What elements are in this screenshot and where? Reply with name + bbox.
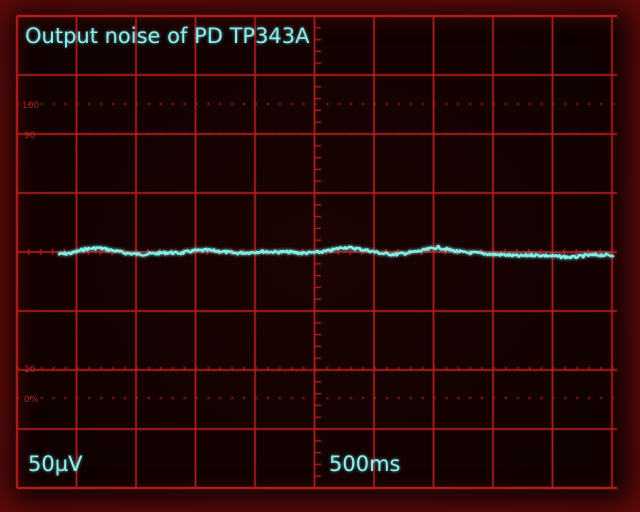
time-per-division: 500ms — [329, 452, 401, 476]
trace-title: Output noise of PD TP343A — [25, 24, 310, 48]
marking-10: 10 — [24, 365, 36, 375]
marking-0-percent: 0% — [24, 395, 39, 405]
volts-per-division: 50µV — [28, 452, 83, 476]
marking-90: 90 — [24, 131, 36, 141]
marking-100: 100 — [22, 101, 39, 111]
noise-trace — [57, 244, 615, 260]
